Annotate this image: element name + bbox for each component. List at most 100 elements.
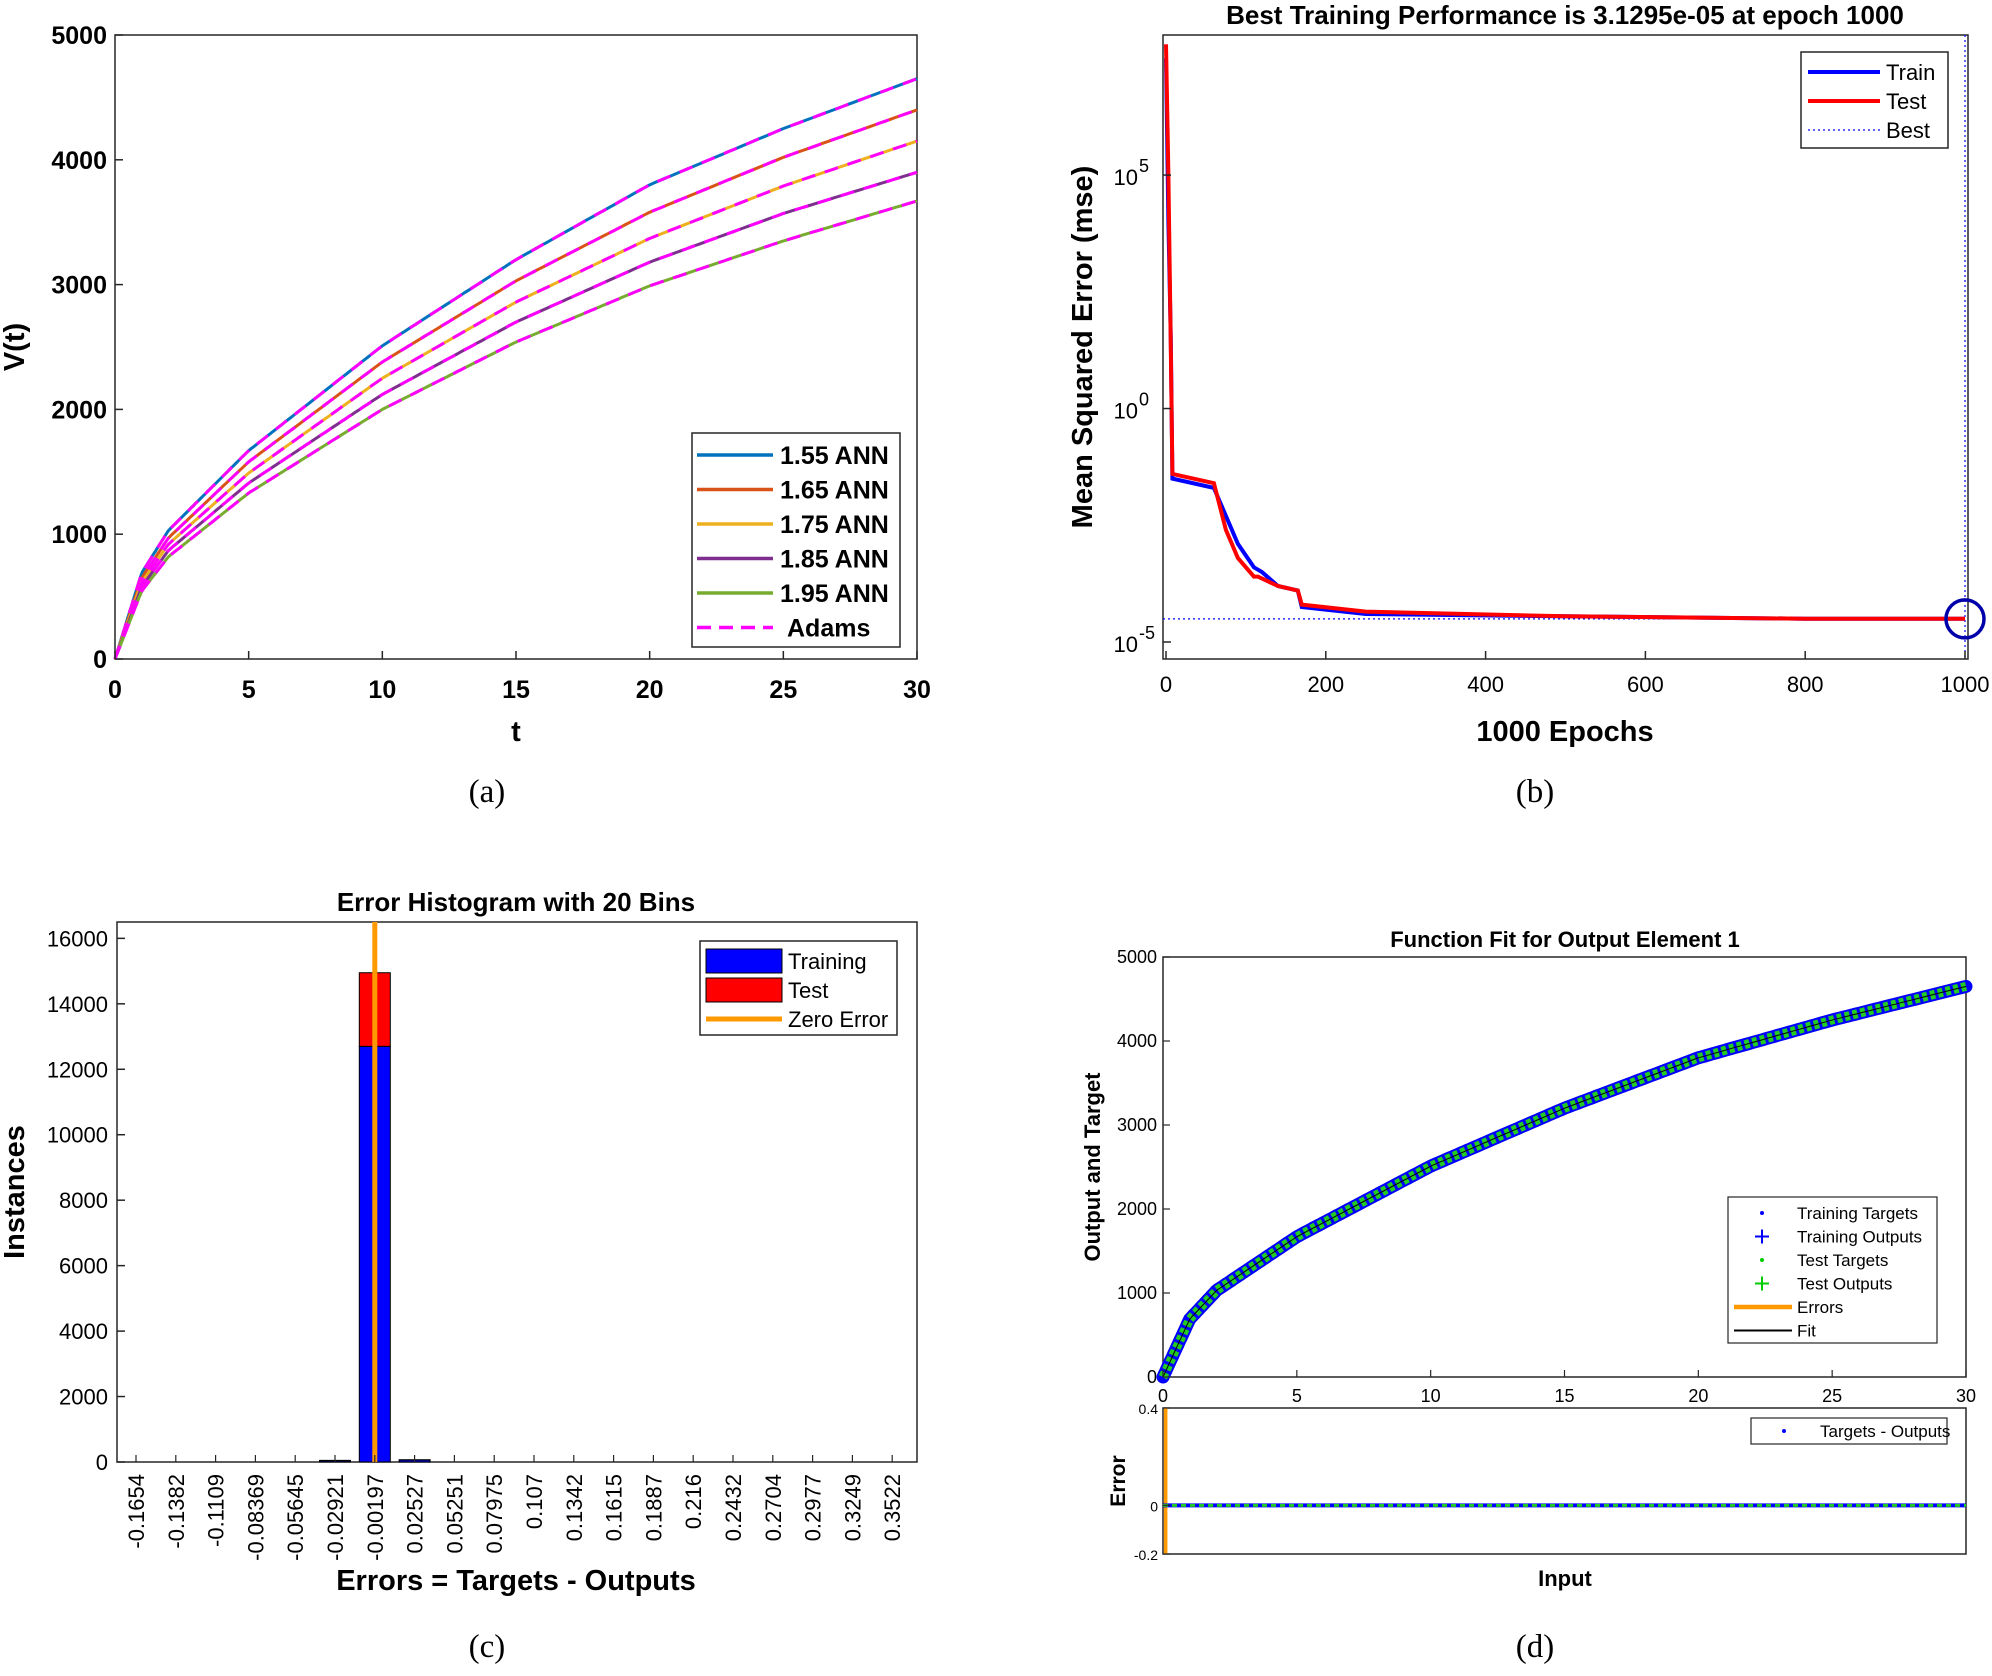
panel-a-ylabel: V(t) <box>0 323 31 371</box>
panel-d-ylabel: Output and Target <box>1080 1072 1105 1262</box>
panel-c-xlabel: Errors = Targets - Outputs <box>336 1565 696 1597</box>
panel-a-yticks: 0 1000 2000 3000 4000 5000 <box>51 22 123 674</box>
a-ytick-label: 3000 <box>51 272 107 300</box>
panel-d-error-legend: Targets - Outputs <box>1750 1417 1950 1445</box>
panel-d-caption: (d) <box>1516 1629 1554 1665</box>
c-xtick-label: 0.1342 <box>562 1474 587 1541</box>
b-ytick-exp: 5 <box>1139 156 1149 176</box>
panel-b-series <box>1164 44 1986 640</box>
c-ytick-label: 10000 <box>47 1123 108 1148</box>
panel-d-error-axes <box>1162 1407 1967 1555</box>
b-ytick-base: 10 <box>1114 632 1138 657</box>
panel-b-xticks: 0 200 400 600 800 1000 <box>1160 651 1989 697</box>
b-legend-label: Train <box>1886 60 1935 85</box>
a-ytick-label: 5000 <box>51 22 107 50</box>
b-xtick-label: 600 <box>1627 672 1664 697</box>
d-legend-label: Training Outputs <box>1797 1228 1922 1247</box>
c-xtick-label: 0.02527 <box>403 1474 428 1554</box>
b-ytick-exp: -5 <box>1139 623 1155 643</box>
b-ytick-base: 10 <box>1114 165 1138 190</box>
panel-d-yticks: 0 1000 2000 3000 4000 5000 <box>1117 947 1170 1387</box>
a-legend-label: 1.85 ANN <box>780 546 889 574</box>
panel-d-error-ylabel: Error <box>1107 1455 1130 1506</box>
a-xtick-label: 0 <box>108 676 122 704</box>
panel-a-xticks: 0 5 10 15 20 25 30 <box>108 651 931 704</box>
a-xtick-label: 15 <box>502 676 530 704</box>
d-legend-label: Errors <box>1797 1298 1843 1317</box>
panel-c-title: Error Histogram with 20 Bins <box>337 887 695 917</box>
panel-b-xlabel: 1000 Epochs <box>1476 716 1653 748</box>
c-xtick-label: 0.1615 <box>602 1474 627 1541</box>
a-xtick-label: 25 <box>769 676 797 704</box>
panel-b-axes <box>1162 34 1969 660</box>
panel-d-error-yticks: -0.2 0 0.4 <box>1134 1401 1170 1563</box>
b-xtick-label: 200 <box>1307 672 1344 697</box>
panel-a-xlabel: t <box>511 716 521 748</box>
a-xtick-label: 5 <box>242 676 256 704</box>
c-ytick-label: 0 <box>96 1450 108 1475</box>
panel-c-yticks: 0 2000 4000 6000 8000 10000 12000 14000 16000 <box>47 926 125 1475</box>
panel-b-title: Best Training Performance is 3.1295e-05 … <box>1226 0 1904 30</box>
panel-c-bars <box>319 922 431 1463</box>
c-xtick-label: 0.2977 <box>801 1474 826 1541</box>
d-legend-label: Training Targets <box>1797 1204 1918 1223</box>
panel-c-legend: Training Test Zero Error <box>699 940 898 1036</box>
c-xtick-label: -0.1654 <box>124 1474 149 1549</box>
best-epoch-marker <box>1944 598 1986 640</box>
panel-c: -0.1654 -0.1382 -0.1109 -0.08369 -0.05645 -0.… <box>0 887 918 1665</box>
d-error-ytick-label: 0 <box>1150 1498 1158 1514</box>
b-ytick-base: 10 <box>1114 399 1138 424</box>
a-legend-label: 1.75 ANN <box>780 511 889 539</box>
d-ytick-label: 4000 <box>1117 1031 1157 1051</box>
c-xtick-label: 0.3249 <box>840 1474 865 1541</box>
d-xtick-label: 30 <box>1956 1386 1976 1406</box>
c-xtick-label: 0.2704 <box>761 1474 786 1541</box>
d-legend-label: Test Outputs <box>1797 1275 1892 1294</box>
c-legend-label: Zero Error <box>788 1007 888 1032</box>
d-ytick-label: 2000 <box>1117 1199 1157 1219</box>
b-xtick-label: 400 <box>1467 672 1504 697</box>
b-xtick-label: 0 <box>1160 672 1172 697</box>
d-legend-label: Fit <box>1797 1322 1816 1341</box>
panel-c-caption: (c) <box>469 1629 506 1665</box>
b-legend-label: Test <box>1886 89 1926 114</box>
a-ytick-label: 1000 <box>51 521 107 549</box>
adams-line-3 <box>113 139 918 660</box>
d-xtick-label: 10 <box>1421 1386 1441 1406</box>
b-ytick-exp: 0 <box>1139 390 1149 410</box>
a-legend-label: 1.65 ANN <box>780 477 889 505</box>
c-xtick-label: 0.107 <box>522 1474 547 1529</box>
panel-b-caption: (b) <box>1516 774 1554 810</box>
d-ytick-label: 3000 <box>1117 1115 1157 1135</box>
c-ytick-label: 2000 <box>59 1385 108 1410</box>
c-xtick-label: 0.3522 <box>880 1474 905 1541</box>
d-xtick-label: 0 <box>1158 1386 1168 1406</box>
panel-d-error-legend-label: Targets - Outputs <box>1820 1422 1950 1441</box>
panel-d-legend: Training Targets Training Outputs Test Tar… <box>1727 1196 1938 1344</box>
panel-d-fit-band <box>1156 979 1973 1384</box>
d-legend-swatch <box>1760 1211 1764 1215</box>
panel-a-legend: 1.55 ANN 1.65 ANN 1.75 ANN 1.85 ANN 1.95 ANN… <box>691 432 901 648</box>
line-test <box>1164 44 1965 621</box>
fit-line <box>1162 985 1967 1378</box>
a-xtick-label: 30 <box>903 676 931 704</box>
d-error-ytick-label: -0.2 <box>1134 1547 1158 1563</box>
d-legend-swatch <box>1760 1258 1764 1262</box>
c-ytick-label: 8000 <box>59 1188 108 1213</box>
panel-b-ylabel: Mean Squared Error (mse) <box>1067 166 1099 529</box>
c-xtick-label: 0.216 <box>681 1474 706 1529</box>
c-ytick-label: 14000 <box>47 992 108 1017</box>
a-ytick-label: 2000 <box>51 396 107 424</box>
panel-b-legend: Train Test Best <box>1800 51 1949 149</box>
c-xtick-label: -0.1382 <box>164 1474 189 1549</box>
c-xtick-label: -0.08369 <box>243 1474 268 1561</box>
adams-line-1 <box>113 77 918 660</box>
c-legend-swatch <box>705 948 783 974</box>
panel-d-xticks: 0 5 10 15 20 25 30 <box>1158 1370 1976 1406</box>
d-xtick-label: 20 <box>1688 1386 1708 1406</box>
a-xtick-label: 10 <box>368 676 396 704</box>
adams-line-4 <box>113 170 918 660</box>
a-legend-label: 1.95 ANN <box>780 580 889 608</box>
